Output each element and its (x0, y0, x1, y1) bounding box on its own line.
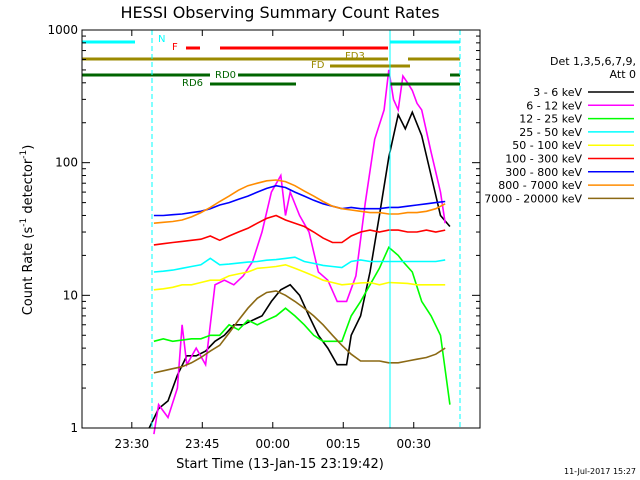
flag-F-label: F (172, 42, 178, 53)
x-axis: 23:30 23:45 00:00 00:15 00:30 (115, 30, 431, 451)
y-axis: 1 10 100 1000 (47, 23, 480, 435)
x-tick-label-0: 23:30 (115, 437, 150, 451)
legend-label-7: 300 - 800 keV (505, 166, 582, 179)
legend-label-2: 6 - 12 keV (526, 99, 582, 112)
y-tick-label-1: 10 (63, 288, 78, 302)
flag-RD6-label: RD6 (182, 78, 203, 89)
series-9 (153, 290, 446, 374)
series-8 (153, 179, 446, 224)
legend-header-line2: Att 0 (610, 68, 636, 81)
series-3 (153, 245, 451, 405)
legend-header-line1: Det 1,3,5,6,7,9, (550, 55, 636, 68)
chart-title: HESSI Observing Summary Count Rates (120, 3, 439, 22)
flag-layer: N F FD3 FD RD0 RD6 (81, 30, 461, 428)
x-tick-label-4: 00:30 (396, 437, 431, 451)
flag-RD0-label: RD0 (215, 70, 236, 81)
flag-N-label: N (158, 34, 165, 45)
x-axis-label: Start Time (13-Jan-15 23:19:42) (176, 457, 384, 472)
legend-label-3: 12 - 25 keV (519, 113, 582, 126)
series-5 (153, 263, 446, 291)
legend-label-4: 25 - 50 keV (519, 126, 582, 139)
y-tick-label-0: 1 (70, 421, 78, 435)
series-7 (153, 184, 446, 217)
x-tick-label-1: 23:45 (185, 437, 220, 451)
y-axis-label: Count Rate (s-1 detector-1) (19, 145, 36, 316)
y-tick-label-2: 100 (55, 156, 78, 170)
series-1 (148, 110, 451, 429)
y-tick-label-3: 1000 (47, 23, 78, 37)
plot-frame (81, 29, 481, 429)
series-layer (148, 69, 451, 435)
flag-FD-label: FD (311, 60, 325, 71)
legend-label-5: 50 - 100 keV (512, 139, 582, 152)
x-tick-label-2: 00:00 (255, 437, 290, 451)
flag-FD3-label: FD3 (345, 51, 365, 62)
x-tick-label-3: 00:15 (326, 437, 361, 451)
legend-label-8: 800 - 7000 keV (498, 179, 582, 192)
series-6 (153, 214, 446, 246)
series-2 (153, 69, 446, 435)
generation-timestamp: 11-Jul-2017 15:27 (564, 467, 636, 476)
legend-label-1: 3 - 6 keV (533, 86, 582, 99)
legend-label-6: 100 - 300 keV (505, 153, 582, 166)
series-4 (153, 256, 446, 273)
legend-label-9: 7000 - 20000 keV (484, 192, 582, 205)
